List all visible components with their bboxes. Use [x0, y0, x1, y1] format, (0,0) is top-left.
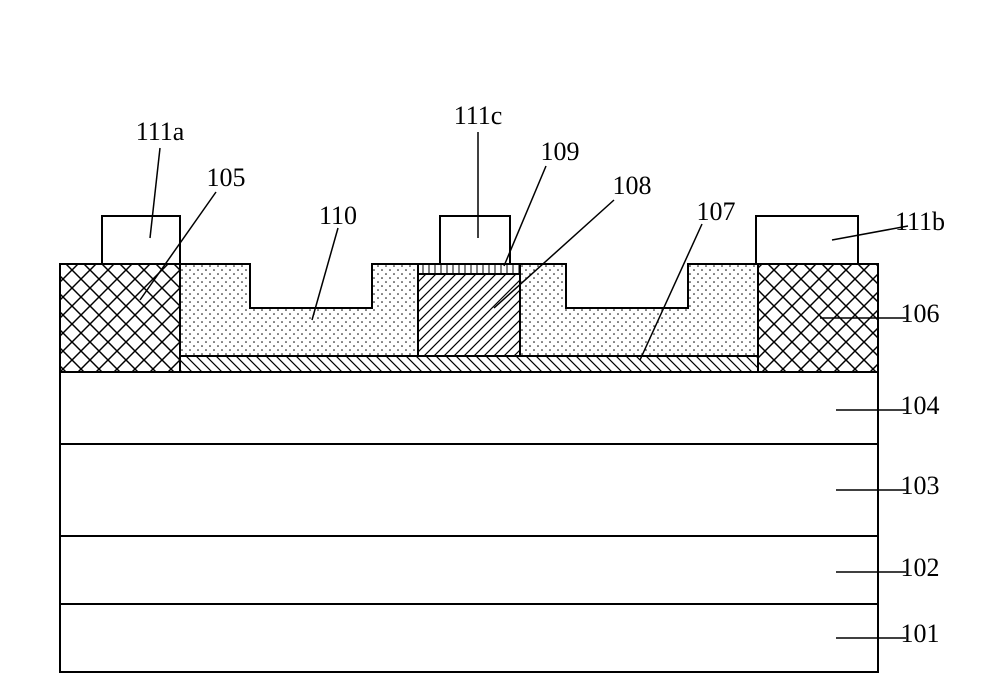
label-l107: 107	[697, 197, 736, 226]
label-l102: 102	[901, 553, 940, 582]
label-l111a: 111a	[136, 117, 185, 146]
label-l108: 108	[613, 171, 652, 200]
leader-l110	[312, 228, 338, 320]
layer-108	[418, 274, 520, 356]
contact-111c	[440, 216, 510, 264]
layer-107	[180, 356, 758, 372]
layer-104	[60, 372, 878, 444]
contact-111b	[756, 216, 858, 264]
label-l104: 104	[901, 391, 940, 420]
contact-111a	[102, 216, 180, 264]
label-l103: 103	[901, 471, 940, 500]
label-l111b: 111b	[895, 207, 945, 236]
label-l110: 110	[319, 201, 357, 230]
label-l101: 101	[901, 619, 940, 648]
layer-105	[60, 264, 180, 372]
layer-103	[60, 444, 878, 536]
label-l109: 109	[541, 137, 580, 166]
label-l106: 106	[901, 299, 940, 328]
label-l111c: 111c	[454, 101, 503, 130]
layer-102	[60, 536, 878, 604]
layer-101	[60, 604, 878, 672]
device-cross-section-diagram: 111a 111c 111b 105 110 109 108 107 106 104 103 102 1…	[0, 0, 1000, 694]
label-l105: 105	[207, 163, 246, 192]
